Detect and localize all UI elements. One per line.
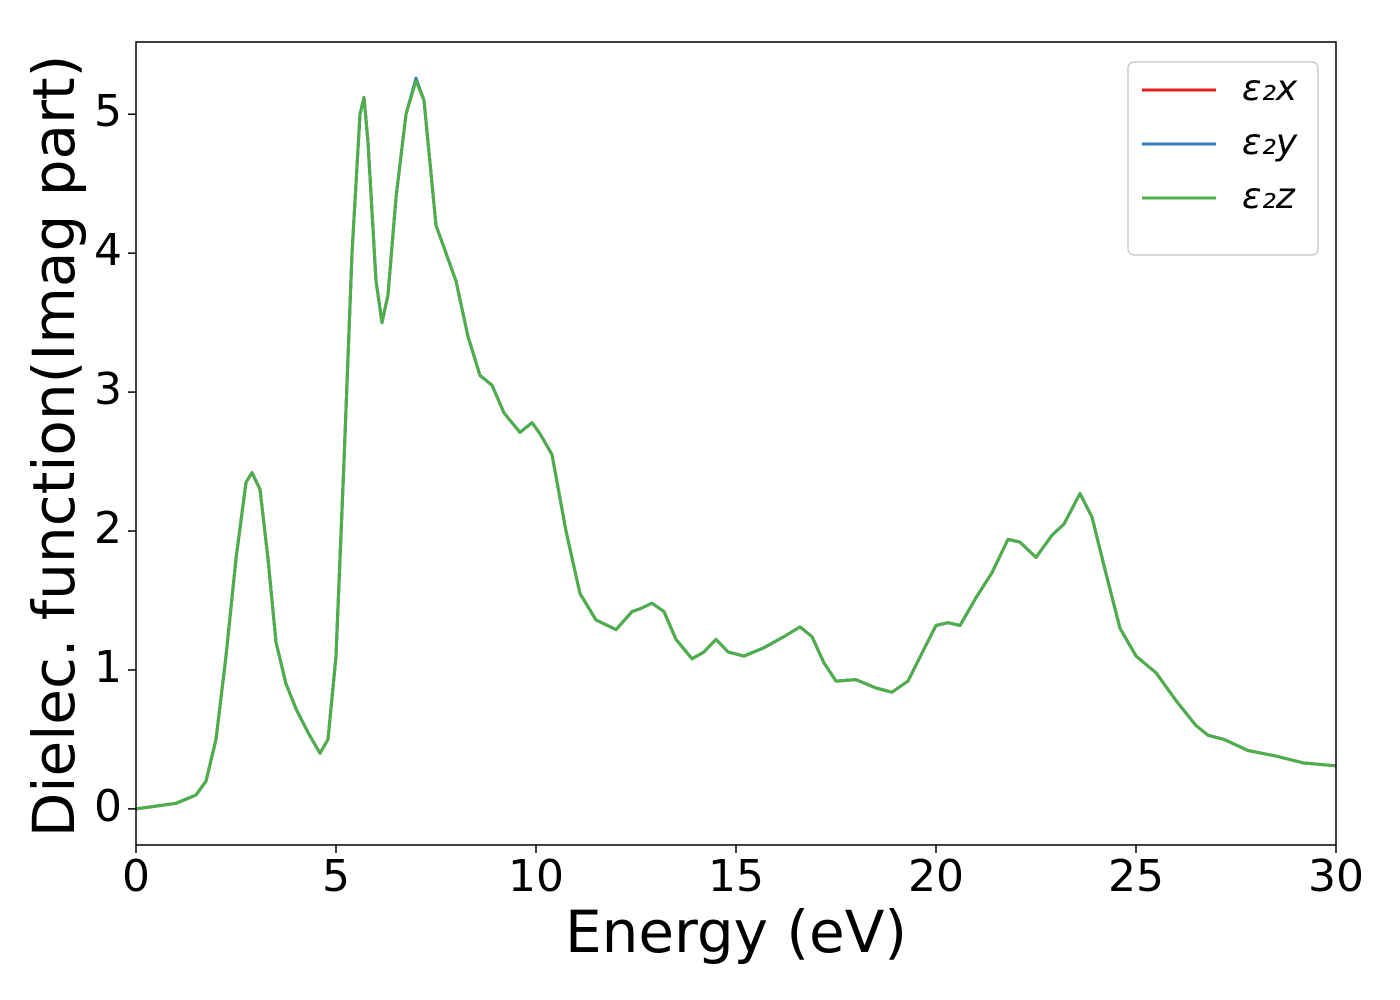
y-tick-label: 5 <box>94 86 122 137</box>
y-tick-label: 4 <box>94 225 122 276</box>
y-tick-label: 0 <box>94 781 122 832</box>
x-tick-label: 15 <box>708 851 764 902</box>
x-tick-label: 0 <box>122 851 150 902</box>
x-axis-label: Energy (eV) <box>565 898 907 966</box>
y-tick-label: 3 <box>94 364 122 415</box>
y-axis-label: Dielec. function(Imag part) <box>20 55 88 838</box>
legend-label: ε₂z <box>1242 176 1296 217</box>
legend-label: ε₂y <box>1242 122 1298 163</box>
x-tick-label: 5 <box>322 851 350 902</box>
plot-frame <box>135 41 1337 846</box>
x-tick-label: 25 <box>1108 851 1164 902</box>
x-tick-label: 30 <box>1308 851 1364 902</box>
y-tick-label: 2 <box>94 503 122 554</box>
y-tick-label: 1 <box>94 642 122 693</box>
x-tick-label: 20 <box>908 851 964 902</box>
legend-label: ε₂x <box>1242 68 1298 109</box>
x-tick-label: 10 <box>508 851 564 902</box>
series-line <box>135 79 1337 811</box>
legend-box <box>1127 61 1319 256</box>
